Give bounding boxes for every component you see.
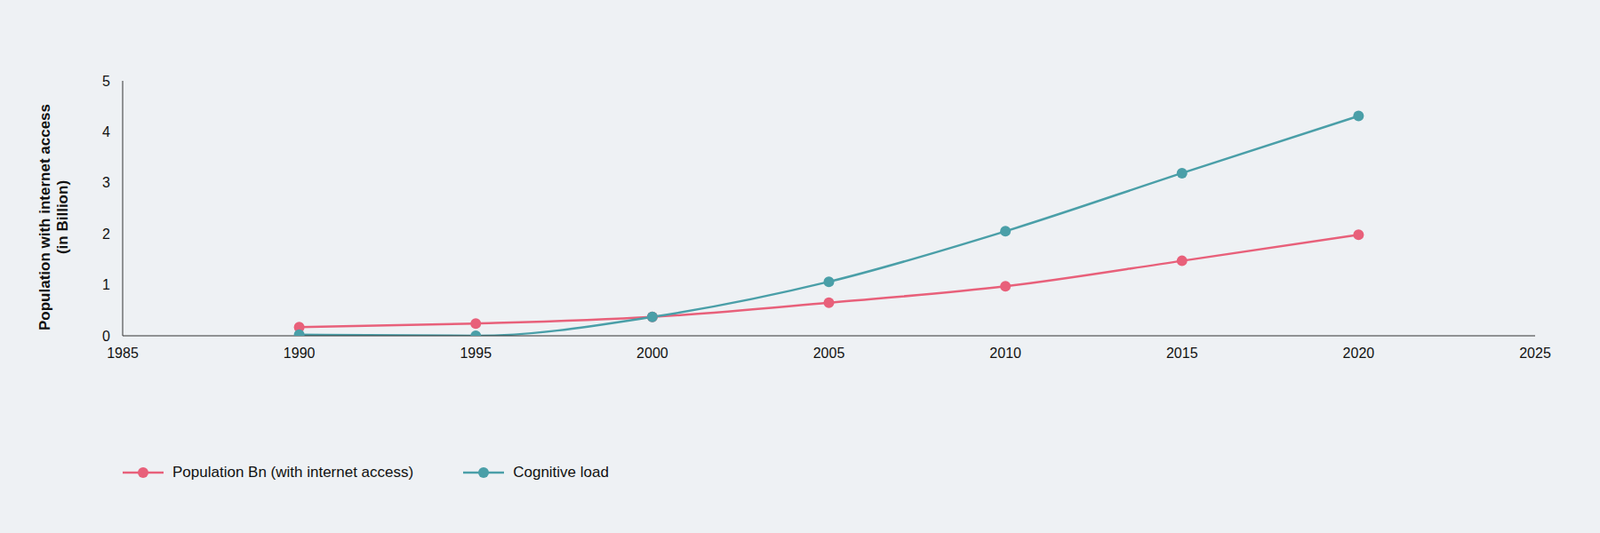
svg-text:2025: 2025 bbox=[1519, 345, 1552, 361]
svg-text:1: 1 bbox=[102, 277, 111, 293]
svg-text:4: 4 bbox=[102, 124, 111, 140]
svg-text:2: 2 bbox=[102, 226, 111, 242]
svg-text:2000: 2000 bbox=[636, 345, 669, 361]
svg-text:Population with internet acces: Population with internet access(in Billi… bbox=[36, 104, 72, 331]
svg-text:2020: 2020 bbox=[1343, 345, 1376, 361]
svg-text:2010: 2010 bbox=[989, 345, 1022, 361]
html-text:Population Bn (with internet a: Population Bn (with internet access) bbox=[172, 464, 414, 481]
svg-text:2015: 2015 bbox=[1166, 345, 1199, 361]
svg-text:5: 5 bbox=[102, 73, 111, 89]
svg-text:3: 3 bbox=[102, 175, 111, 191]
svg-text:1990: 1990 bbox=[283, 345, 316, 361]
svg-text:1995: 1995 bbox=[459, 345, 492, 361]
svg-text:0: 0 bbox=[102, 328, 111, 344]
html-text:Cognitive load: Cognitive load bbox=[513, 464, 609, 481]
svg-text:1985: 1985 bbox=[106, 345, 139, 361]
svg-text:2005: 2005 bbox=[813, 345, 846, 361]
